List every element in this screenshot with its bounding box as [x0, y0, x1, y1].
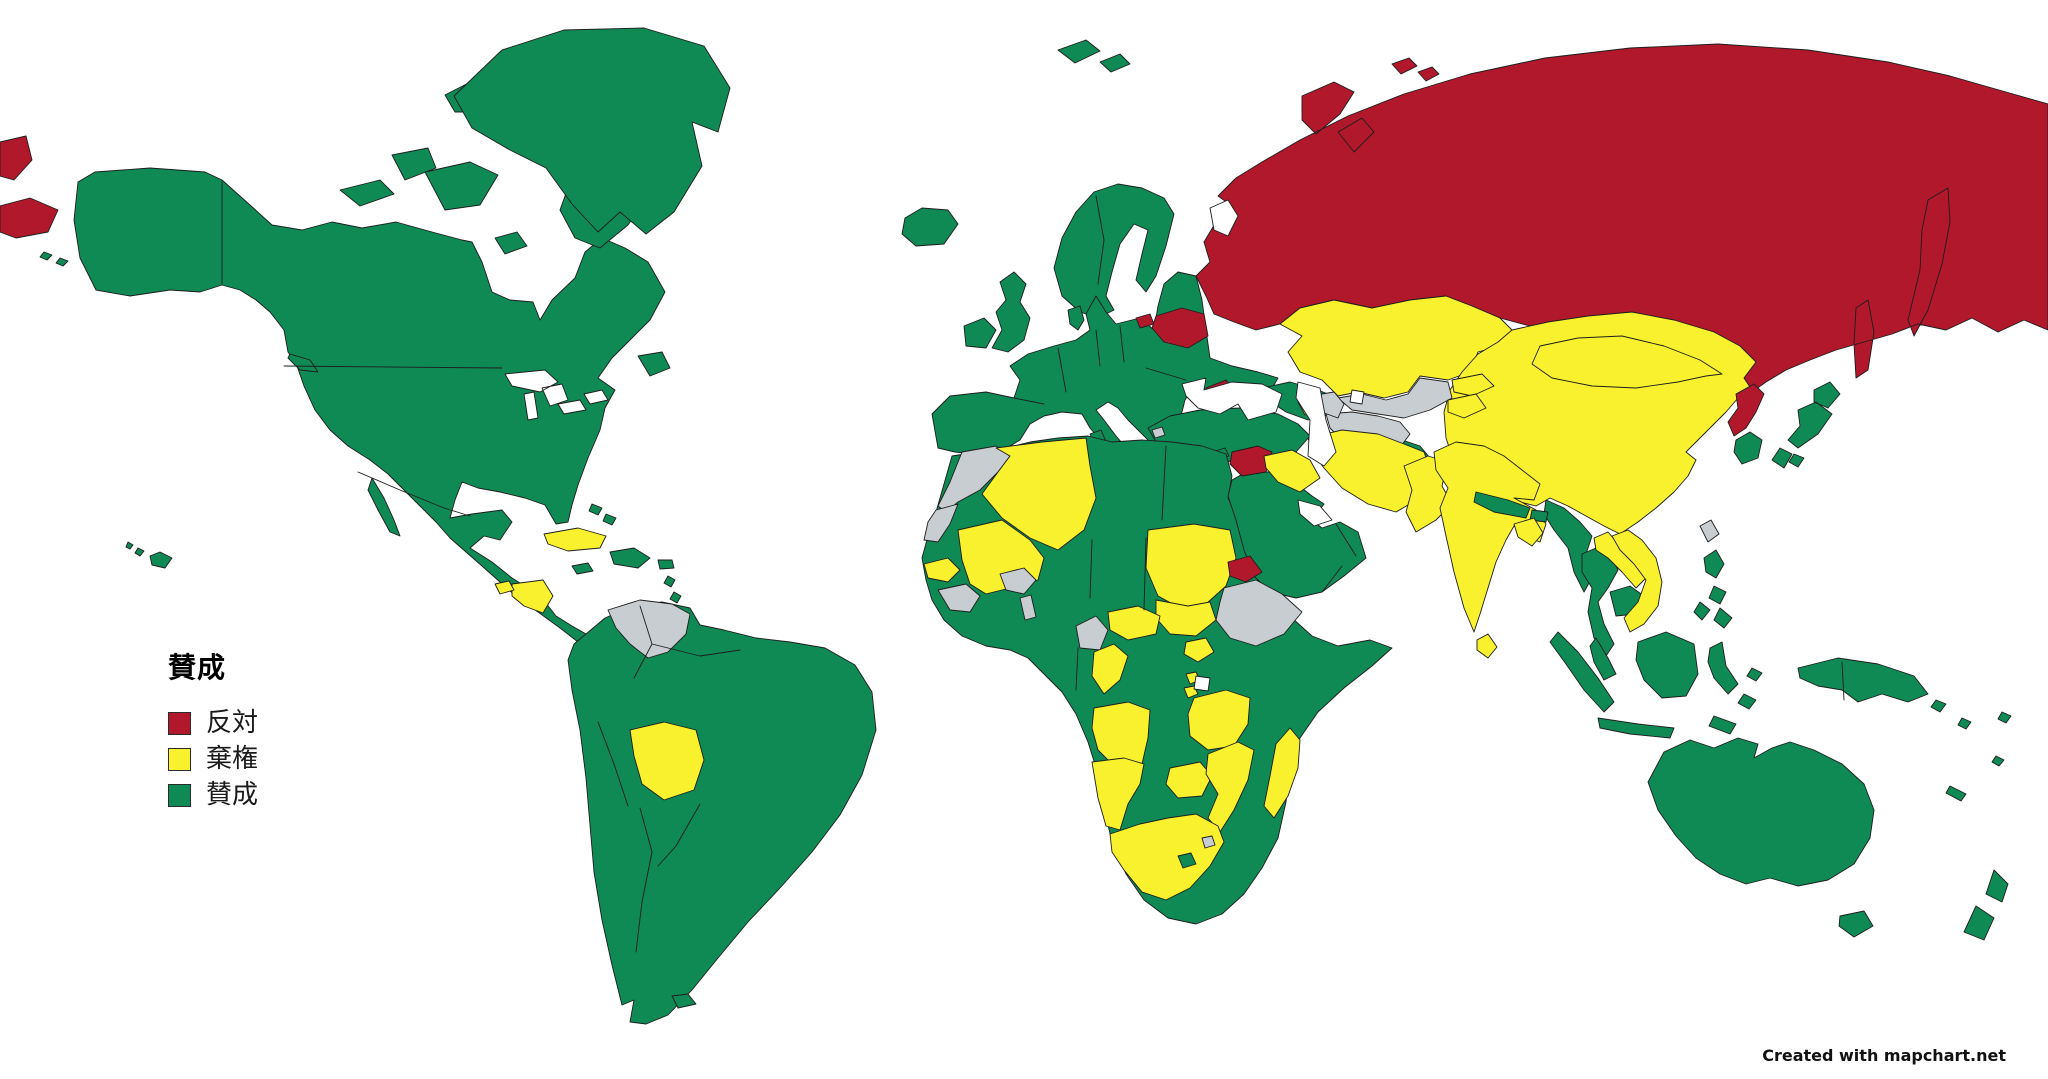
region-caribbean-islands[interactable]: [571, 503, 686, 620]
north-america-borders: [221, 181, 503, 517]
caspian-sea: [1295, 381, 1337, 467]
region-sri-lanka[interactable]: [1476, 633, 1498, 659]
region-south-america[interactable]: [567, 601, 877, 1025]
region-senegal[interactable]: [923, 557, 961, 583]
region-vancouver-island[interactable]: [287, 353, 319, 373]
legend-item-for: 賛成: [168, 782, 258, 808]
new-guinea-border: [1841, 661, 1845, 701]
white-sea: [1209, 199, 1239, 237]
aral-sea: [1349, 389, 1365, 405]
region-pacific-islands[interactable]: [1930, 699, 2012, 802]
region-cameroon[interactable]: [1075, 615, 1109, 651]
region-india[interactable]: [1433, 441, 1547, 633]
legend-label-abstain: 棄権: [206, 744, 259, 774]
lake-victoria: [1193, 675, 1211, 692]
region-taiwan[interactable]: [1699, 519, 1720, 543]
region-indonesia[interactable]: [1549, 631, 1763, 739]
legend: 賛成 反対 棄権 賛成: [168, 646, 258, 818]
legend-swatch-abstain: [168, 747, 191, 771]
region-ireland[interactable]: [963, 317, 997, 349]
region-el-salvador[interactable]: [494, 580, 515, 595]
legend-swatch-for: [168, 783, 191, 807]
africa-borders: [1075, 445, 1167, 691]
region-new-zealand[interactable]: [1963, 869, 2009, 941]
region-baja-california[interactable]: [367, 477, 401, 537]
region-hawaii[interactable]: [125, 541, 173, 569]
region-new-guinea[interactable]: [1797, 657, 1929, 703]
region-uganda[interactable]: [1183, 637, 1215, 663]
legend-swatch-against: [168, 711, 191, 735]
region-north-korea[interactable]: [1727, 383, 1765, 437]
region-eswatini[interactable]: [1201, 835, 1216, 849]
region-algeria[interactable]: [981, 437, 1097, 551]
region-north-america[interactable]: [39, 167, 666, 643]
region-madagascar[interactable]: [1263, 727, 1301, 819]
region-kyrgyzstan[interactable]: [1451, 373, 1495, 397]
region-australia[interactable]: [1647, 737, 1875, 887]
hudson-bay-lakes: [504, 369, 609, 421]
region-philippines[interactable]: [1693, 549, 1733, 629]
region-congo[interactable]: [1091, 643, 1129, 695]
region-svalbard[interactable]: [1057, 39, 1131, 73]
region-south-korea[interactable]: [1733, 431, 1763, 465]
black-sea: [1181, 377, 1283, 421]
europe-borders: [1013, 195, 1187, 405]
legend-item-abstain: 棄権: [168, 746, 258, 772]
region-bangladesh[interactable]: [1513, 517, 1544, 547]
region-western-sahara[interactable]: [923, 503, 959, 543]
region-newfoundland[interactable]: [637, 351, 671, 377]
region-kosovo[interactable]: [1151, 426, 1166, 439]
region-japan[interactable]: [1771, 381, 1841, 469]
mongolia-border: [1531, 335, 1723, 389]
arabia-borders: [1321, 523, 1357, 593]
south-america-borders: [597, 605, 741, 953]
region-belarus[interactable]: [1151, 307, 1209, 349]
legend-label-against: 反対: [206, 708, 259, 738]
region-central-african-republic[interactable]: [1107, 605, 1161, 641]
region-ethiopia[interactable]: [1215, 579, 1303, 647]
region-eritrea[interactable]: [1227, 555, 1263, 583]
region-scandinavia[interactable]: [1053, 183, 1175, 319]
region-denmark[interactable]: [1067, 305, 1085, 331]
region-lesotho[interactable]: [1177, 852, 1197, 869]
legend-item-against: 反対: [168, 710, 258, 736]
legend-label-for: 賛成: [206, 780, 259, 810]
region-south-africa[interactable]: [1109, 813, 1225, 901]
legend-title: 賛成: [168, 651, 227, 684]
region-iraq[interactable]: [1263, 449, 1321, 493]
region-guinea[interactable]: [937, 583, 981, 613]
region-namibia[interactable]: [1091, 757, 1145, 831]
region-sudan[interactable]: [1145, 523, 1237, 609]
region-iceland[interactable]: [901, 207, 959, 247]
region-togo[interactable]: [1019, 594, 1037, 621]
region-zimbabwe[interactable]: [1165, 761, 1213, 799]
region-tasmania[interactable]: [1838, 910, 1874, 938]
region-uzbekistan[interactable]: [1337, 377, 1453, 419]
region-nepal[interactable]: [1473, 491, 1531, 519]
region-britain[interactable]: [991, 271, 1031, 353]
region-cuba[interactable]: [543, 527, 607, 552]
region-nicaragua[interactable]: [511, 579, 554, 614]
region-venezuela[interactable]: [607, 599, 691, 659]
region-malaysia[interactable]: [1589, 637, 1617, 681]
region-bolivia[interactable]: [629, 721, 705, 801]
region-burkina-faso[interactable]: [999, 567, 1037, 595]
region-syria[interactable]: [1229, 445, 1273, 477]
region-tajikistan[interactable]: [1447, 393, 1487, 419]
region-vietnam[interactable]: [1611, 529, 1663, 633]
region-falkland-islands[interactable]: [671, 993, 697, 1009]
region-mozambique[interactable]: [1205, 741, 1255, 833]
region-greenland[interactable]: [453, 27, 731, 235]
watermark: Created with mapchart.net: [1762, 1046, 2006, 1065]
persian-gulf: [1297, 499, 1333, 527]
